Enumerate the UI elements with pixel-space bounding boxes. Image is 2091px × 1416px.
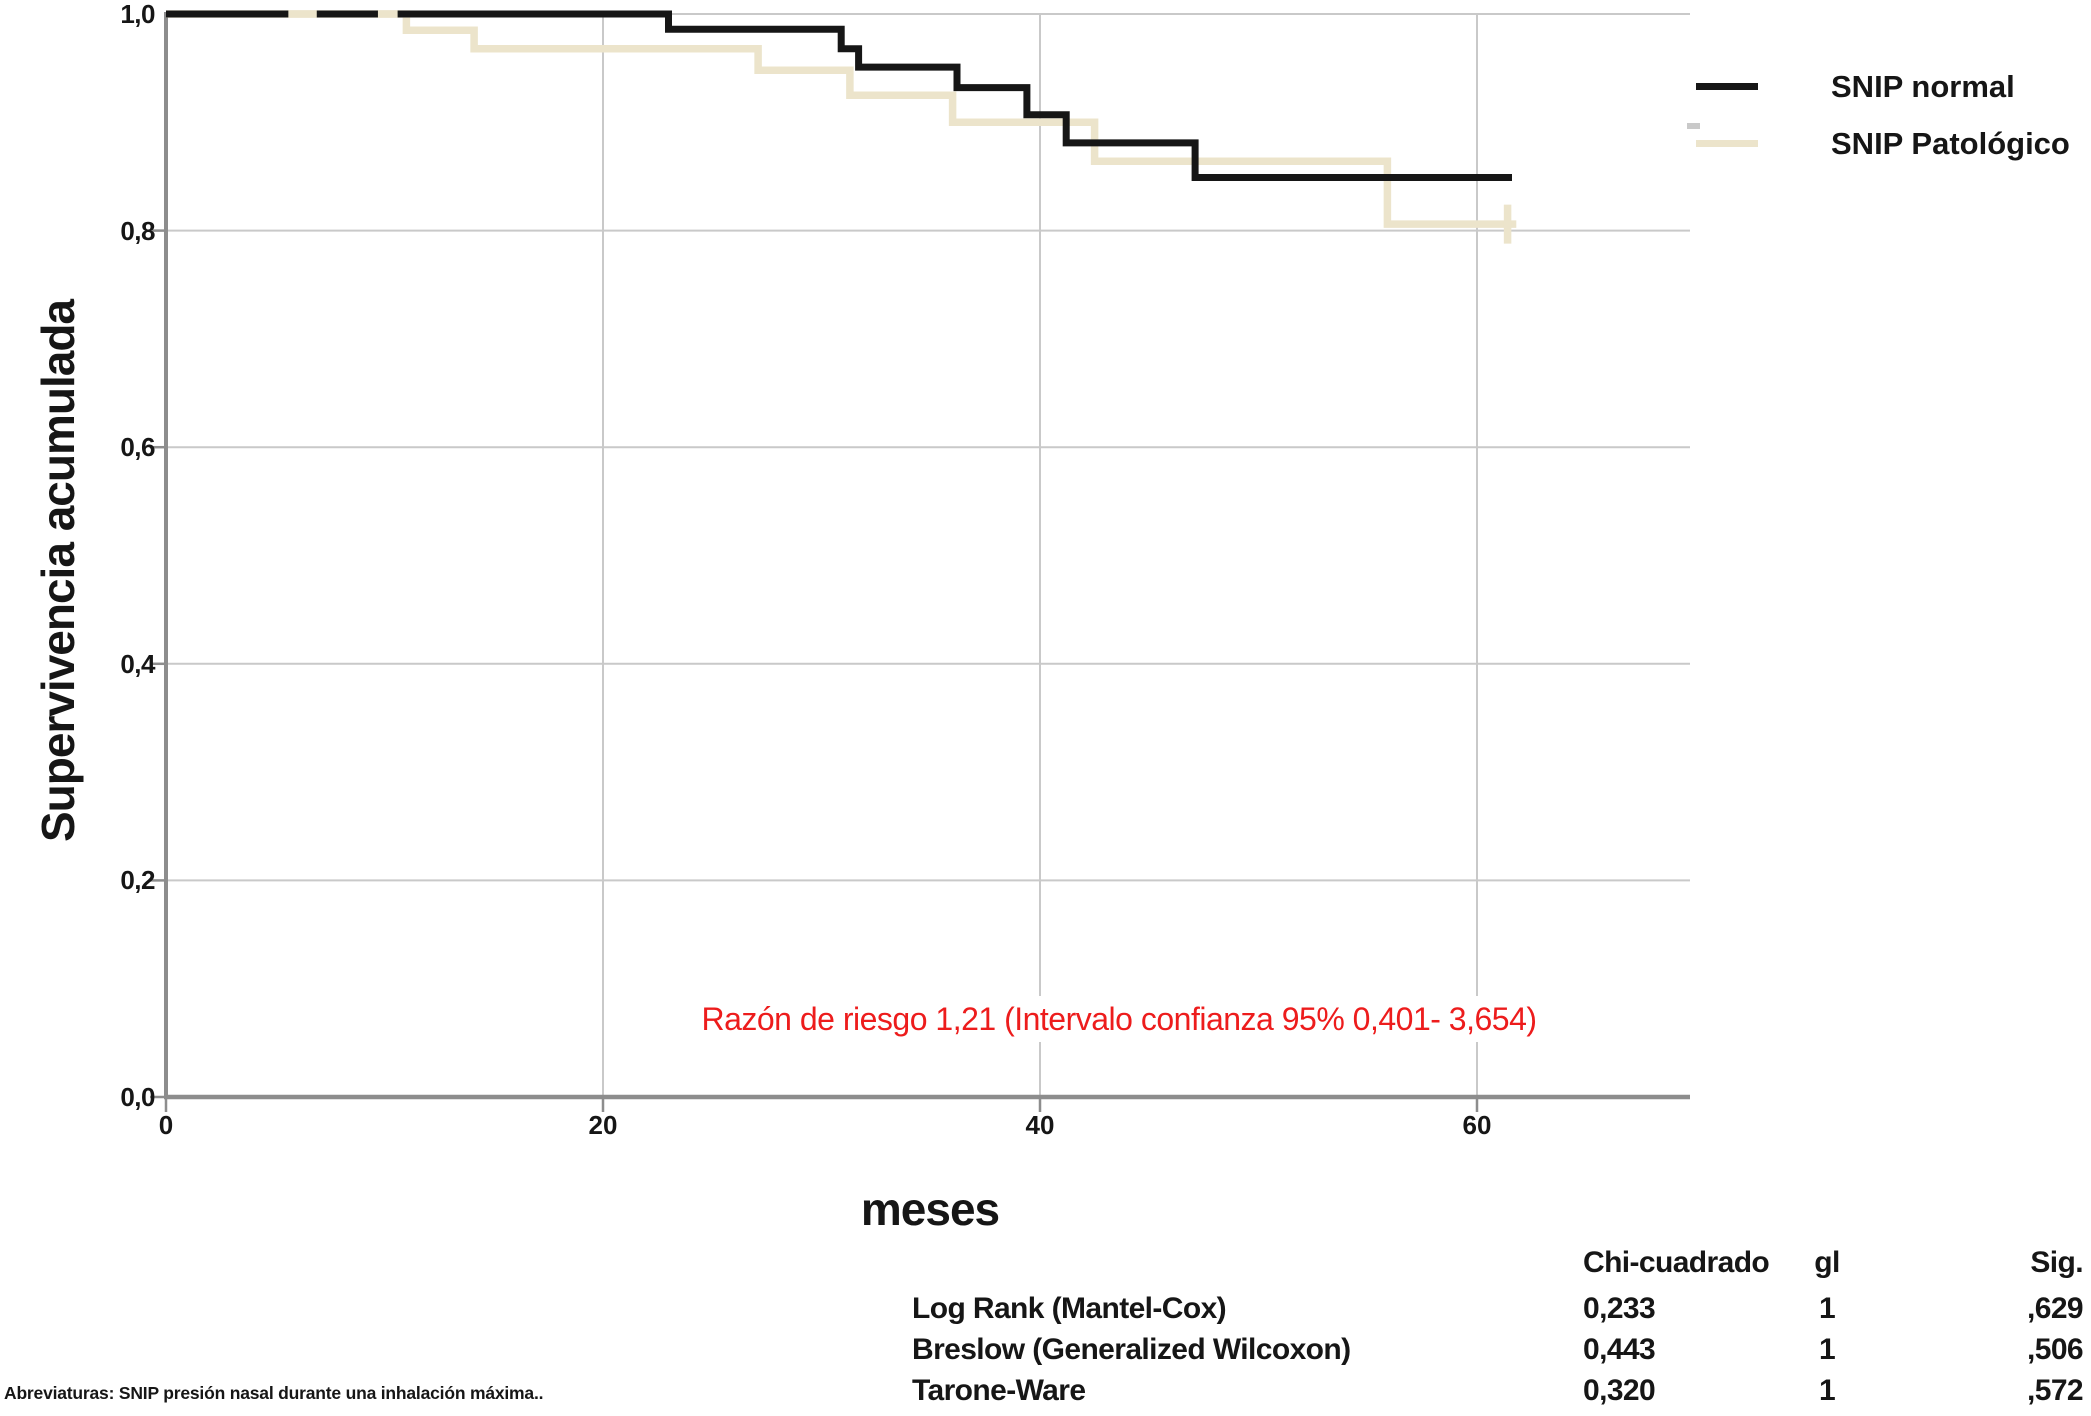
df-value: 1 (1818, 1292, 1836, 1325)
stats-table-row: Breslow (Generalized Wilcoxon) 0,443 1 ,506 (900, 1330, 2087, 1370)
y-tick-label: 0,0 (120, 1082, 155, 1112)
stats-table-header: Chi-cuadrado gl Sig. (900, 1243, 2087, 1283)
row-label: Tarone-Ware (912, 1374, 1086, 1407)
chi-square-value: 0,233 (1583, 1292, 1656, 1325)
sig-value: Sig. (2030, 1246, 2083, 1279)
sig-value: ,629 (2027, 1292, 2084, 1325)
df-value: gl (1814, 1246, 1840, 1279)
sig-value: ,506 (2027, 1333, 2084, 1366)
chi-square-value: 0,443 (1583, 1333, 1656, 1366)
chi-square-value: 0,320 (1583, 1374, 1656, 1407)
survival-curve-snip-normal (166, 10, 1512, 181)
legend-label: SNIP Patológico (1831, 126, 2070, 161)
y-tick-label: 1,0 (120, 0, 155, 29)
y-tick-label: 0,2 (120, 865, 155, 896)
y-tick-label: 0,8 (120, 215, 155, 246)
x-tick-label: 60 (1462, 1110, 1492, 1140)
y-axis-title: Supervivencia acumulada (32, 299, 84, 843)
hazard-ratio-annotation: Razón de riesgo 1,21 (Intervalo confianz… (660, 996, 1578, 1042)
legend-line-swatch (1696, 83, 1758, 90)
chi-square-value: Chi-cuadrado (1583, 1246, 1770, 1279)
sig-value: ,572 (2027, 1374, 2084, 1407)
x-tick-label: 20 (588, 1110, 618, 1140)
y-tick-label: 0,4 (120, 648, 155, 679)
legend-label: SNIP normal (1831, 69, 2015, 104)
x-tick-label: 40 (1025, 1110, 1055, 1140)
df-value: 1 (1818, 1333, 1836, 1366)
stats-table-row: Log Rank (Mantel-Cox) 0,233 1 ,629 (900, 1289, 2087, 1329)
abbreviations-footnote: Abreviaturas: SNIP presión nasal durante… (4, 1383, 544, 1403)
x-axis-title: meses (860, 1183, 1000, 1235)
row-label: Log Rank (Mantel-Cox) (912, 1292, 1227, 1325)
x-tick-label: 0 (158, 1110, 174, 1140)
y-tick-label: 0,6 (120, 432, 155, 463)
stats-table-row: Tarone-Ware 0,320 1 ,572 (900, 1371, 2087, 1411)
legend-line-swatch (1696, 140, 1758, 147)
statistics-table: Chi-cuadrado gl Sig. Log Rank (Mantel-Cox) 0… (900, 1243, 2087, 1416)
row-label: Breslow (Generalized Wilcoxon) (912, 1333, 1351, 1366)
survival-curve-snip-patologico (166, 10, 1517, 228)
legend-censor-dash-icon (1687, 123, 1700, 129)
df-value: 1 (1818, 1374, 1836, 1407)
